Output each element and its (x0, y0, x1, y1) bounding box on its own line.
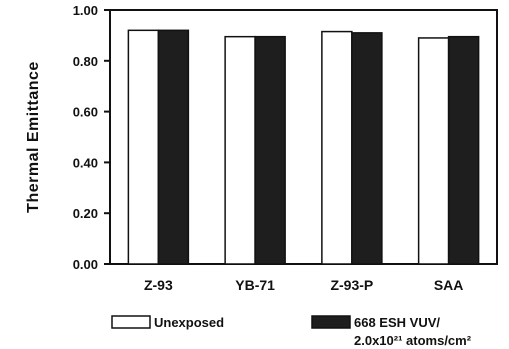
bar-z-93-exposed (157, 29, 190, 265)
x-category-label: SAA (434, 277, 464, 293)
bar-z-93-p-unexposed (321, 30, 353, 265)
y-axis-label: Thermal Emittance (25, 61, 42, 213)
bar-saa-unexposed (417, 37, 450, 265)
y-tick-label: 0.80 (73, 54, 98, 69)
y-tick-label: 0.00 (73, 257, 98, 272)
y-tick-label: 0.40 (73, 155, 98, 170)
bar-z-93-unexposed (127, 29, 160, 265)
bar-yb-71-exposed (254, 35, 286, 265)
legend-label: Unexposed (154, 315, 224, 330)
y-tick-label: 1.00 (73, 3, 98, 18)
x-category-label: Z-93 (144, 277, 173, 293)
bars-group (127, 29, 480, 265)
legend-swatch (111, 315, 151, 329)
legend-label: 2.0x10²¹ atoms/cm² (354, 333, 472, 348)
plot-frame (109, 9, 498, 265)
y-tick-label: 0.20 (73, 206, 98, 221)
x-axis: Z-93 YB-71 Z-93-P SAA (144, 277, 463, 293)
legend-label: 668 ESH VUV/ (354, 315, 440, 330)
x-category-label: Z-93-P (330, 277, 373, 293)
bar-yb-71-unexposed (224, 35, 256, 265)
bar-z-93-p-exposed (351, 32, 383, 265)
y-tick-label: 0.60 (73, 105, 98, 120)
legend: Unexposed 668 ESH VUV/2.0x10²¹ atoms/cm² (111, 315, 472, 348)
bar-saa-exposed (447, 35, 480, 265)
x-category-label: YB-71 (235, 277, 275, 293)
legend-swatch (311, 315, 351, 329)
y-axis: 0.00 0.20 0.40 0.60 0.80 1.00 (73, 3, 110, 272)
